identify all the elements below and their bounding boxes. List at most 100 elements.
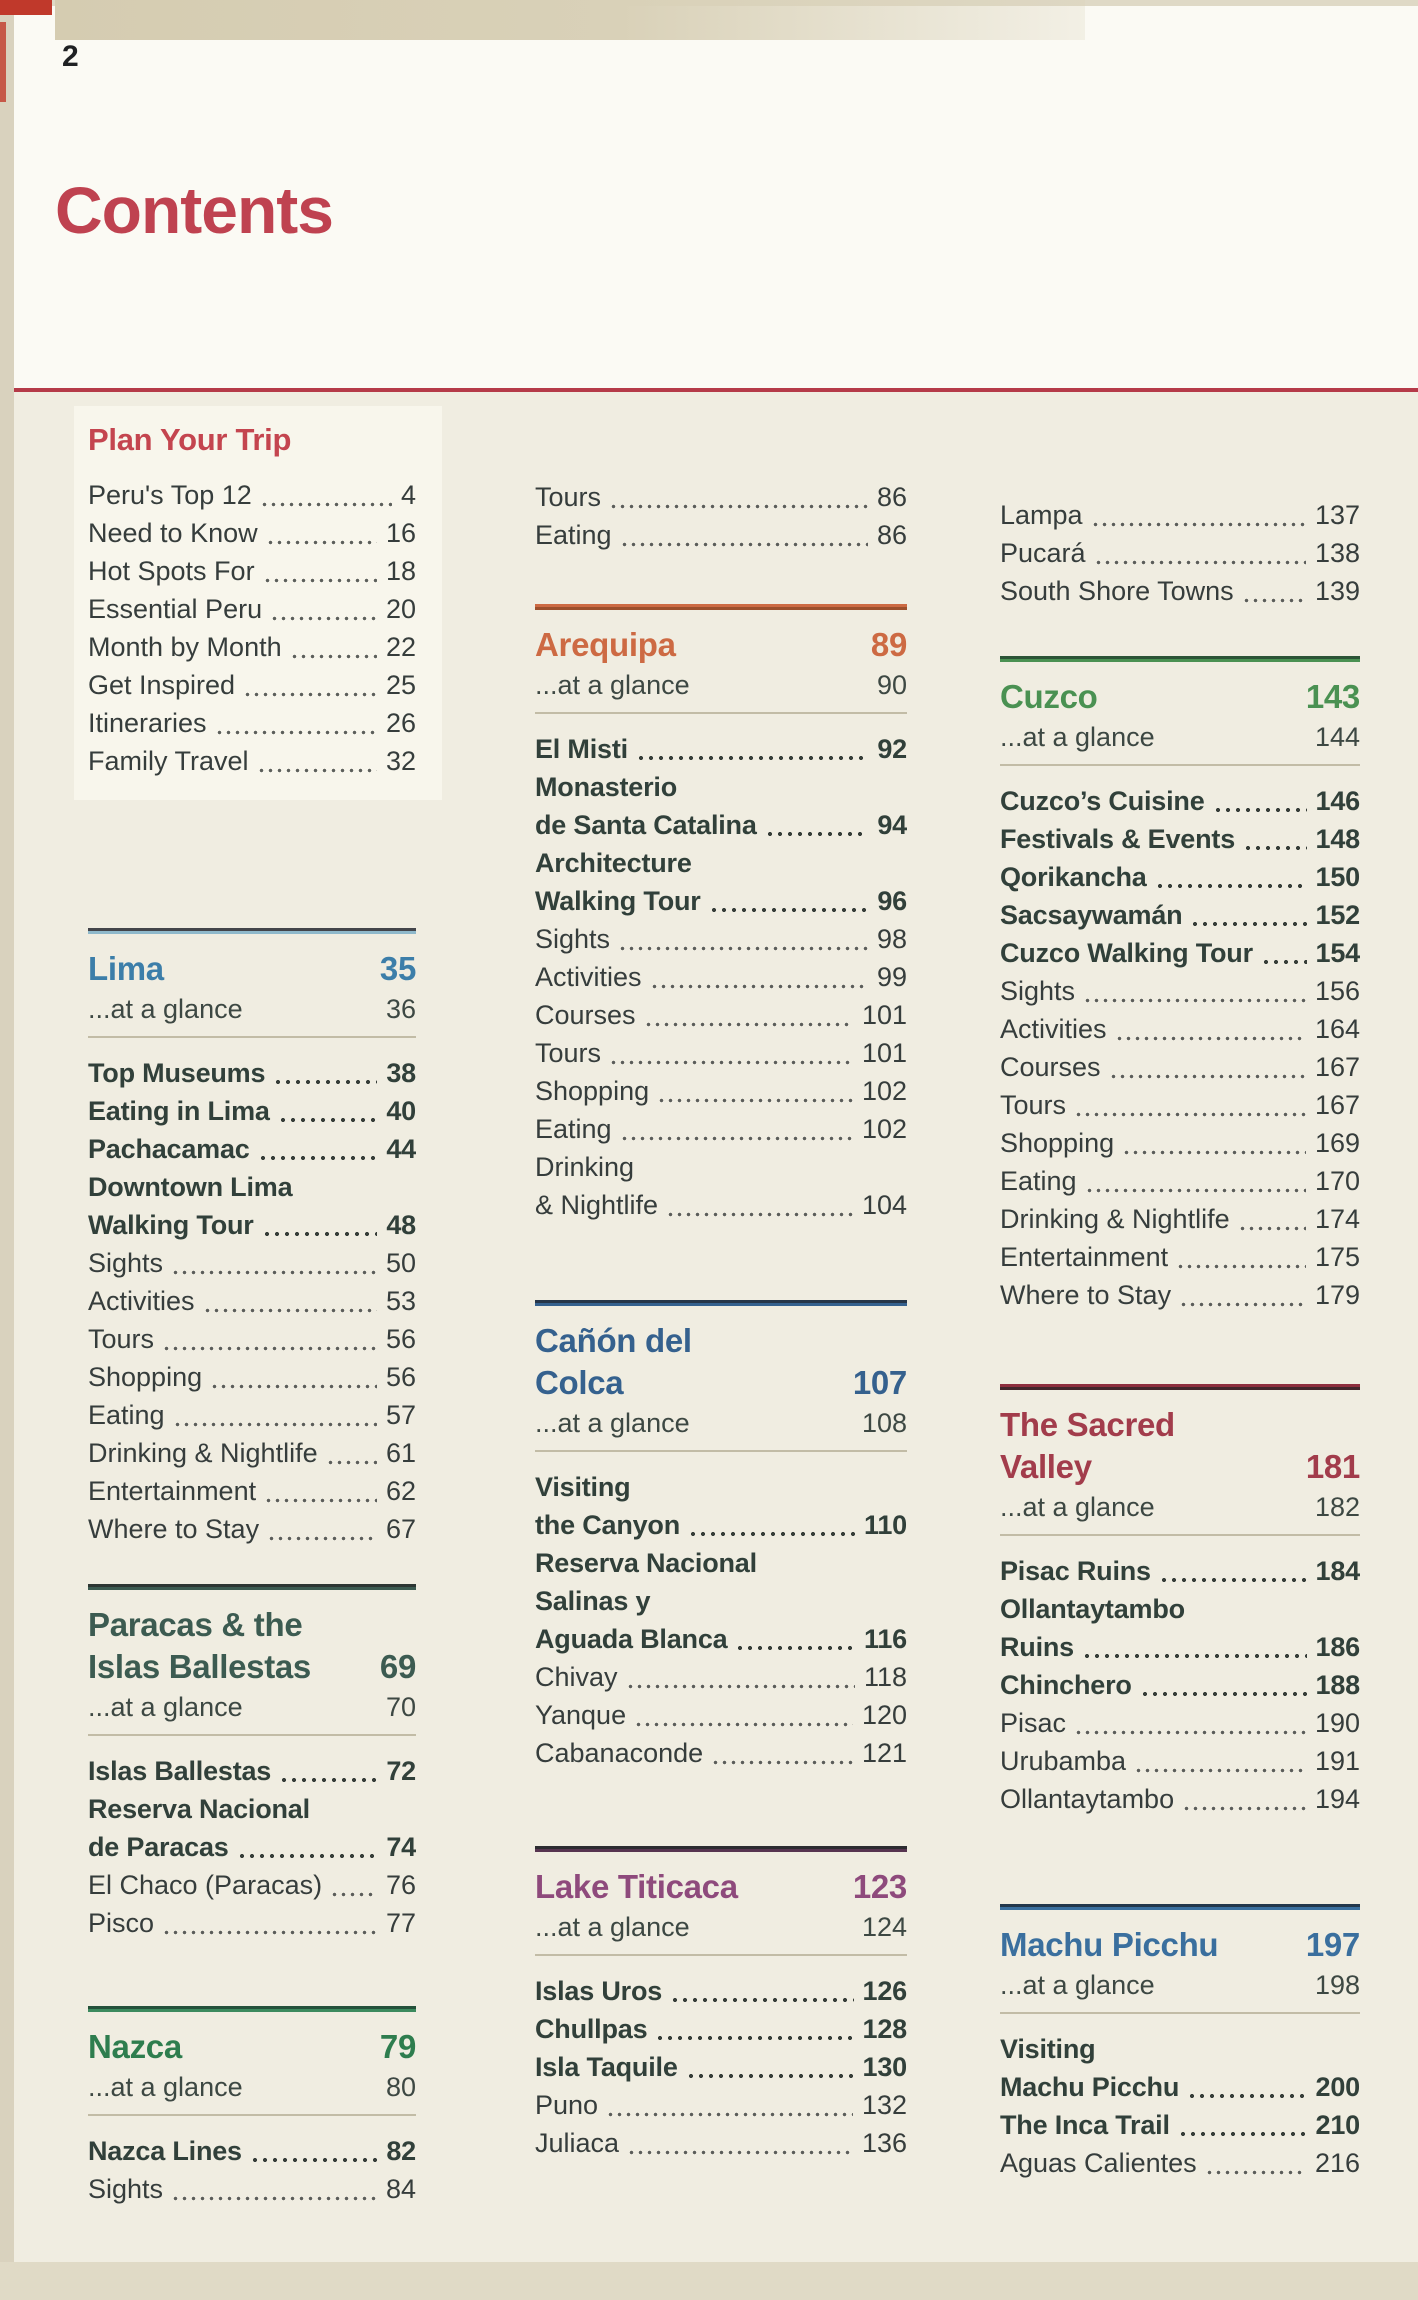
section-title-text: Colca	[535, 1364, 624, 1401]
scan-bottom-edge	[0, 2262, 1418, 2300]
entry-label: Pachacamac	[88, 1134, 250, 1164]
leader-dots	[261, 1227, 378, 1239]
entry-label: Pisac	[1000, 1708, 1067, 1738]
toc-entry: Drinking & Nightlife 61	[88, 1434, 416, 1472]
toc-entry: Cabanaconde 121	[535, 1734, 907, 1772]
entry-page: 4	[400, 480, 416, 510]
entry-page: 98	[876, 924, 907, 954]
toc-entry: Pisac 190	[1000, 1704, 1360, 1742]
toc-column-1: Plan Your Trip Peru's Top 12 4 Need to Know…	[74, 392, 442, 2208]
at-a-glance: ...at a glance 124	[535, 1908, 907, 1956]
rule-bar	[88, 2006, 416, 2009]
section-page-number: 89	[870, 626, 907, 663]
section-title: Arequipa 89	[535, 624, 907, 666]
toc-entry: Activities 164	[1000, 1010, 1360, 1048]
toc-entry: Eating 86	[535, 516, 907, 554]
section-page-number: 35	[379, 950, 416, 987]
entry-page: 101	[861, 1038, 907, 1068]
entry-label: Reserva Nacional	[535, 1548, 757, 1578]
rule-bar	[535, 1846, 907, 1849]
entry-page: 116	[864, 1624, 907, 1654]
entry-label: Walking Tour	[535, 886, 701, 916]
entry-page: 120	[861, 1700, 907, 1730]
leader-dots	[1083, 993, 1306, 1005]
entry-page: 167	[1314, 1052, 1360, 1082]
entry-label: Isla Taquile	[535, 2052, 678, 2082]
page-top-area	[14, 0, 1418, 388]
leader-dots	[618, 941, 868, 953]
section-title: Lima 35	[88, 948, 416, 990]
entry-page: 56	[385, 1324, 416, 1354]
entry-page: 139	[1314, 576, 1360, 606]
entry-label: Activities	[1000, 1014, 1107, 1044]
toc-block-lima: Lima 35 ...at a glance 36 Top Museums 38 Eatin…	[88, 928, 416, 1548]
leader-dots	[162, 1925, 377, 1937]
toc-block-sacred: The Sacred Valley 181 ...at a glance 182 Pisa…	[1000, 1384, 1360, 1818]
toc-block-canon: Cañón del Colca 107 ...at a glance 108 Visiti…	[535, 1300, 907, 1772]
section-title-text: Arequipa	[535, 626, 676, 663]
rule-bar	[1000, 1907, 1360, 1910]
at-a-glance: ...at a glance 70	[88, 1688, 416, 1736]
toc-entry: Hot Spots For 18	[88, 552, 416, 590]
entry-page: 77	[385, 1908, 416, 1938]
toc-entry: Courses 101	[535, 996, 907, 1034]
entry-label: Courses	[535, 1000, 636, 1030]
at-a-glance-page: 36	[385, 994, 416, 1024]
leader-dots	[249, 2153, 378, 2165]
entry-page: 38	[386, 1058, 416, 1088]
entry-page: 130	[862, 2052, 908, 2082]
section-page-number: 197	[1305, 1926, 1360, 1963]
leader-dots	[259, 497, 392, 509]
entry-page: 152	[1315, 900, 1361, 930]
leader-dots	[202, 1303, 377, 1315]
entry-page: 150	[1315, 862, 1361, 892]
entry-page: 76	[385, 1870, 416, 1900]
leader-dots	[685, 2069, 854, 2081]
entry-label: Shopping	[1000, 1128, 1115, 1158]
entry-label: Chivay	[535, 1662, 618, 1692]
leader-dots	[1182, 1801, 1306, 1813]
leader-dots	[606, 2107, 853, 2119]
section-title: Valley 181	[1000, 1446, 1360, 1488]
toc-entry: Courses 167	[1000, 1048, 1360, 1086]
section-rule	[535, 1300, 907, 1306]
toc-entry: Need to Know 16	[88, 514, 416, 552]
leader-dots	[627, 2145, 853, 2157]
entry-label: Top Museums	[88, 1058, 266, 1088]
toc-entry: Cuzco’s Cuisine 146	[1000, 782, 1360, 820]
toc-entry: Eating 170	[1000, 1162, 1360, 1200]
leader-dots	[1074, 1725, 1306, 1737]
section-title: Nazca 79	[88, 2026, 416, 2068]
toc-entry: Top Museums 38	[88, 1054, 416, 1092]
scan-red-mark	[0, 0, 52, 15]
section-rule	[88, 2006, 416, 2012]
leader-dots	[210, 1379, 377, 1391]
entry-label: Urubamba	[1000, 1746, 1127, 1776]
leader-dots	[634, 1717, 853, 1729]
leader-dots	[277, 1113, 378, 1125]
entry-page: 86	[876, 482, 907, 512]
toc-entry: Islas Ballestas 72	[88, 1752, 416, 1790]
entry-label: Salinas y	[535, 1586, 651, 1616]
section-title: Lake Titicaca 123	[535, 1866, 907, 1908]
entry-page: 154	[1315, 938, 1361, 968]
entry-page: 84	[385, 2174, 416, 2204]
toc-entry: Aguas Calientes 216	[1000, 2144, 1360, 2182]
toc-entry: Ollantaytambo	[1000, 1590, 1360, 1628]
toc-entry: de Paracas 74	[88, 1828, 416, 1866]
scan-left-edge	[0, 0, 14, 2300]
toc-entry: & Nightlife 104	[535, 1186, 907, 1224]
entry-label: Need to Know	[88, 518, 258, 548]
leader-dots	[1139, 1687, 1307, 1699]
section-rule	[1000, 656, 1360, 662]
entry-page: 22	[385, 632, 416, 662]
entry-label: Activities	[88, 1286, 195, 1316]
rule-bar	[88, 2009, 416, 2012]
toc-entry: Visiting	[535, 1468, 907, 1506]
section-title-text: The Sacred	[1000, 1406, 1175, 1443]
entry-page: 179	[1314, 1280, 1360, 1310]
at-a-glance: ...at a glance 80	[88, 2068, 416, 2116]
rule-bar	[1000, 1904, 1360, 1907]
entry-page: 56	[385, 1362, 416, 1392]
plan-your-trip-title: Plan Your Trip	[88, 422, 292, 457]
